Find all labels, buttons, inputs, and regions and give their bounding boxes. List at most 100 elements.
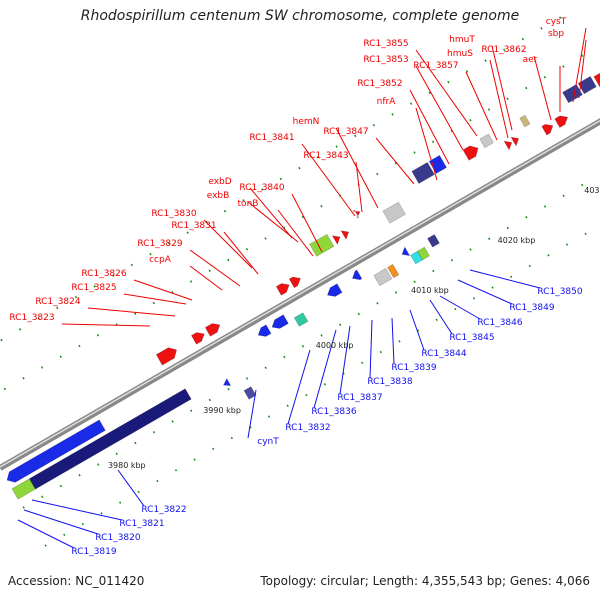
gene-red-10 — [503, 140, 513, 151]
label-line — [117, 469, 145, 507]
gene-red-13 — [554, 115, 569, 128]
gene-label: RC1_3819 — [71, 547, 116, 557]
label-line — [31, 499, 123, 521]
gene-blue-6 — [223, 378, 232, 386]
label-line — [339, 325, 351, 395]
gene-label: RC1_3823 — [9, 313, 54, 323]
label-line — [61, 323, 151, 327]
gene-label: RC1_3857 — [413, 61, 458, 71]
gene-label: RC1_3845 — [449, 333, 494, 343]
gene-label: RC1_3841 — [249, 133, 294, 143]
label-line — [17, 519, 75, 549]
label-line — [87, 307, 176, 317]
gene-red-3 — [204, 323, 221, 337]
genes-layer — [6, 72, 600, 500]
gene-label: RC1_3824 — [35, 297, 80, 307]
backbone-layer — [0, 118, 600, 471]
gene-label: RC1_3839 — [391, 363, 436, 373]
gene-red-12 — [541, 124, 554, 136]
gene-label: RC1_3844 — [421, 349, 466, 359]
gene-label: RC1_3843 — [303, 151, 348, 161]
label-line — [533, 55, 552, 121]
gene-label: RC1_3846 — [477, 318, 522, 328]
scale-label: 3980 kbp — [108, 461, 146, 470]
gene-red-6 — [331, 235, 341, 246]
gene-blue-5 — [401, 246, 411, 257]
accession-text: Accession: NC_011420 — [8, 574, 145, 588]
gene-gray-3 — [373, 267, 393, 287]
scale-label: 4010 kbp — [411, 286, 449, 295]
label-line — [189, 249, 241, 287]
gene-orange — [387, 263, 400, 279]
label-line — [409, 89, 450, 165]
gene-blue-1 — [257, 324, 272, 337]
label-line — [133, 279, 193, 301]
label-line — [457, 279, 513, 305]
gene-cyan — [410, 250, 423, 265]
gene-red-4 — [275, 283, 290, 296]
gene-label: RC1_3849 — [509, 303, 554, 313]
label-line — [469, 269, 541, 289]
label-line — [301, 143, 356, 217]
label-line — [391, 317, 395, 365]
label-line — [247, 389, 257, 439]
gene-lime-2 — [11, 478, 36, 500]
label-line — [123, 293, 187, 305]
label-line — [429, 299, 453, 335]
gene-label: RC1_3830 — [151, 209, 196, 219]
gene-red-7 — [340, 230, 350, 241]
gene-label: RC1_3838 — [367, 377, 412, 387]
gene-label: RC1_3829 — [137, 239, 182, 249]
gene-label: ccpA — [149, 255, 172, 265]
label-line — [415, 65, 464, 151]
gene-label: RC1_3825 — [71, 283, 116, 293]
gene-gray-1 — [382, 201, 406, 224]
label-line — [415, 49, 478, 137]
label-line — [287, 349, 311, 425]
label-line — [578, 39, 587, 99]
label-line — [409, 309, 425, 351]
gene-blue-long — [6, 419, 106, 483]
gene-label: RC1_3820 — [95, 533, 140, 543]
gene-label: RC1_3837 — [337, 393, 382, 403]
gene-red-1 — [155, 347, 177, 366]
gene-purple-1 — [411, 161, 435, 184]
label-line — [572, 27, 587, 103]
label-line — [313, 329, 337, 409]
gene-lime-3 — [417, 246, 430, 261]
gene-purple-3 — [577, 75, 597, 95]
gene-blue-3 — [327, 283, 343, 297]
gene-label: nfrA — [377, 97, 397, 107]
gene-red-2 — [191, 332, 205, 345]
gene-label: exbB — [207, 191, 230, 201]
label-line — [203, 219, 253, 269]
gene-khaki — [519, 114, 531, 128]
gene-label: cysT — [546, 17, 567, 27]
label-line — [277, 209, 314, 257]
gene-label: hmuS — [447, 49, 473, 59]
gene-label: RC1_3855 — [363, 39, 408, 49]
gene-label: aer — [523, 55, 538, 65]
label-line — [355, 161, 363, 213]
gene-label: RC1_3847 — [323, 127, 368, 137]
label-line — [249, 187, 293, 239]
label-line — [489, 59, 509, 139]
gene-label: RC1_3822 — [141, 505, 186, 515]
tick-row — [0, 49, 592, 393]
topology-text: Topology: circular; Length: 4,355,543 bp… — [260, 574, 590, 588]
labels-layer: 3980 kbp 3990 kbp 4000 kbp 4010 kbp 4020 kbp… — [9, 17, 600, 557]
label-line — [223, 231, 259, 275]
gene-red-5 — [288, 276, 301, 289]
gene-purple-2 — [562, 83, 583, 104]
gene-label: cynT — [257, 437, 279, 447]
map-title: Rhodospirillum centenum SW chromosome, c… — [80, 8, 520, 24]
gene-label: RC1_3852 — [357, 79, 402, 89]
gene-red-9 — [462, 145, 479, 161]
gene-gray-2 — [479, 133, 494, 149]
gene-label: RC1_3832 — [285, 423, 330, 433]
scale-label: 4030 kbp — [584, 186, 600, 195]
label-line — [375, 137, 415, 185]
gene-label: RC1_3840 — [239, 183, 284, 193]
gene-label: hmuT — [449, 35, 475, 45]
